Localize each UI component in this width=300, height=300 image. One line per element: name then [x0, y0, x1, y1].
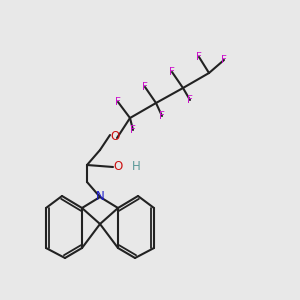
Text: F: F [196, 52, 202, 62]
Text: O: O [110, 130, 120, 142]
Text: H: H [132, 160, 140, 173]
Text: F: F [142, 82, 148, 92]
Text: O: O [113, 160, 123, 173]
Text: F: F [187, 95, 193, 105]
Text: F: F [115, 97, 121, 107]
Text: F: F [221, 55, 227, 65]
Text: F: F [169, 67, 175, 77]
Text: F: F [159, 111, 165, 121]
Text: F: F [130, 125, 136, 135]
Text: N: N [96, 190, 104, 203]
